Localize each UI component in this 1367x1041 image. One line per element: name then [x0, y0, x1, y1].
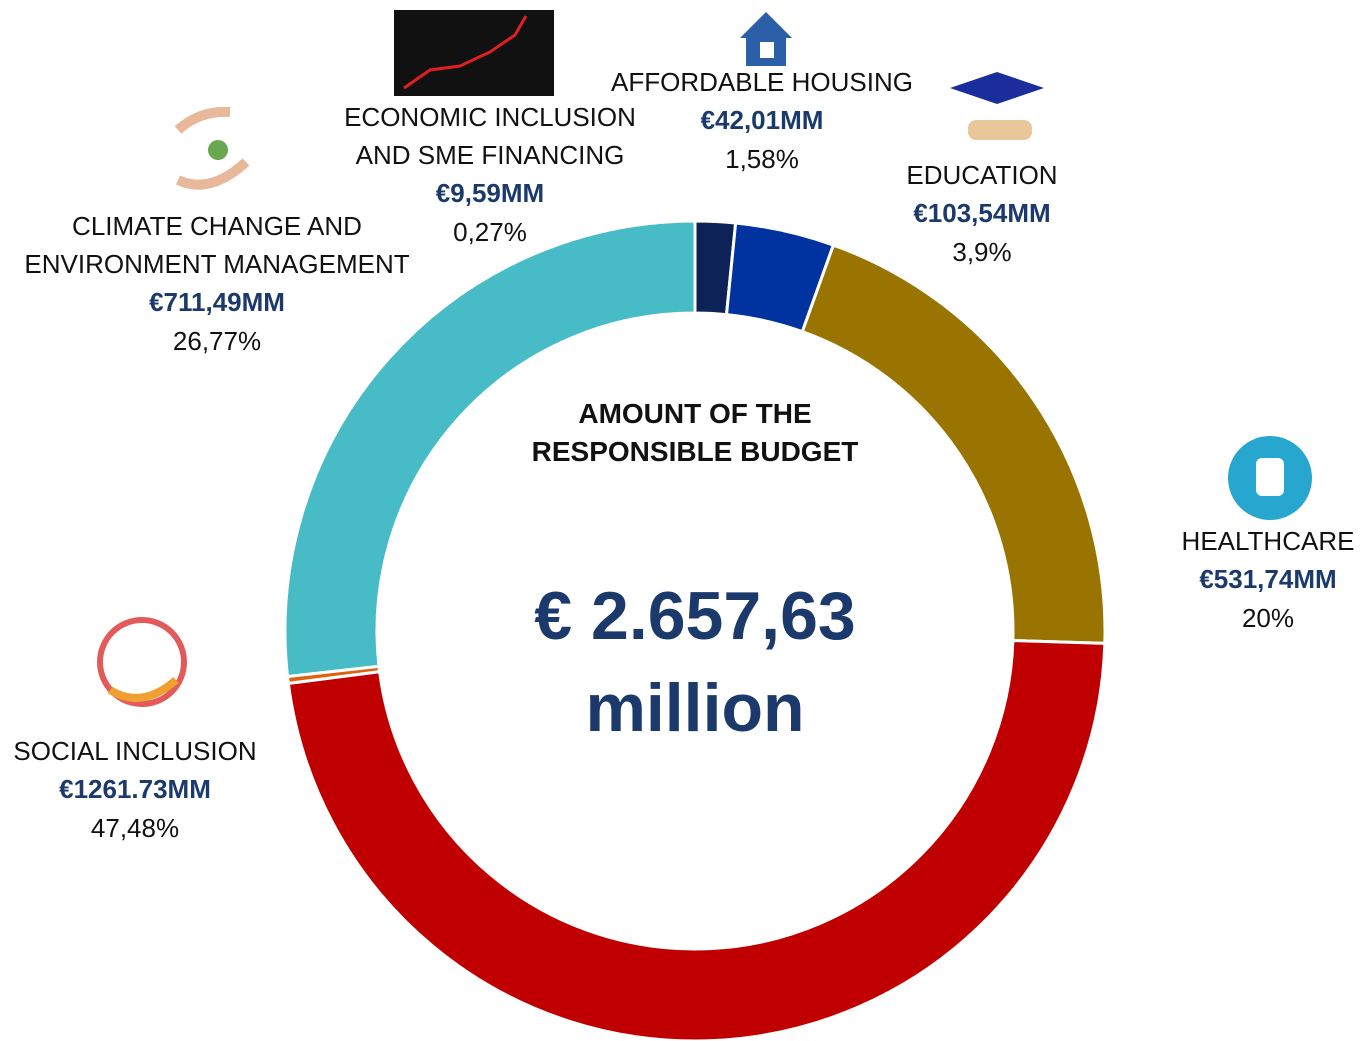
center-title: RESPONSIBLE BUDGET — [532, 436, 859, 467]
value-label: 26,77% — [173, 326, 261, 356]
icon-bottle — [1256, 458, 1284, 496]
category-label: CLIMATE CHANGE AND — [72, 211, 362, 241]
donut-segment — [286, 639, 1107, 1041]
amount-label: €103,54MM — [913, 198, 1050, 228]
value-label: 1,58% — [725, 144, 799, 174]
icon-hand — [107, 676, 179, 702]
amount-label: €1261.73MM — [59, 774, 211, 804]
icon-diploma — [968, 120, 1032, 140]
icon-plant-hands — [174, 106, 250, 190]
center-title: AMOUNT OF THE — [578, 398, 811, 429]
category-label: HEALTHCARE — [1182, 526, 1355, 556]
icon-cap — [950, 72, 1044, 104]
donut-segment — [283, 219, 697, 679]
amount-label: €711,49MM — [149, 287, 285, 317]
icon-stock-line — [403, 15, 528, 90]
value-label: 47,48% — [91, 813, 179, 843]
icon-house-window — [760, 42, 774, 58]
category-label: ECONOMIC INCLUSION — [344, 102, 636, 132]
icon-house — [740, 12, 792, 66]
value-label: 3,9% — [952, 237, 1011, 267]
amount-label: €9,59MM — [436, 178, 544, 208]
value-label: 20% — [1242, 603, 1294, 633]
amount-label: €531,74MM — [1199, 564, 1336, 594]
amount-label: €42,01MM — [701, 105, 824, 135]
category-label: SOCIAL INCLUSION — [13, 736, 256, 766]
category-label: EDUCATION — [906, 160, 1057, 190]
center-total: million — [585, 670, 804, 746]
icons — [97, 10, 1312, 707]
icon-stock — [394, 10, 554, 96]
value-label: 0,27% — [453, 217, 527, 247]
category-label: ENVIRONMENT MANAGEMENT — [24, 249, 409, 279]
icon-social — [97, 617, 187, 707]
icon-plant — [208, 140, 228, 160]
category-label: AFFORDABLE HOUSING — [611, 67, 913, 97]
center-total: € 2.657,63 — [534, 578, 855, 654]
category-label: AND SME FINANCING — [356, 140, 625, 170]
